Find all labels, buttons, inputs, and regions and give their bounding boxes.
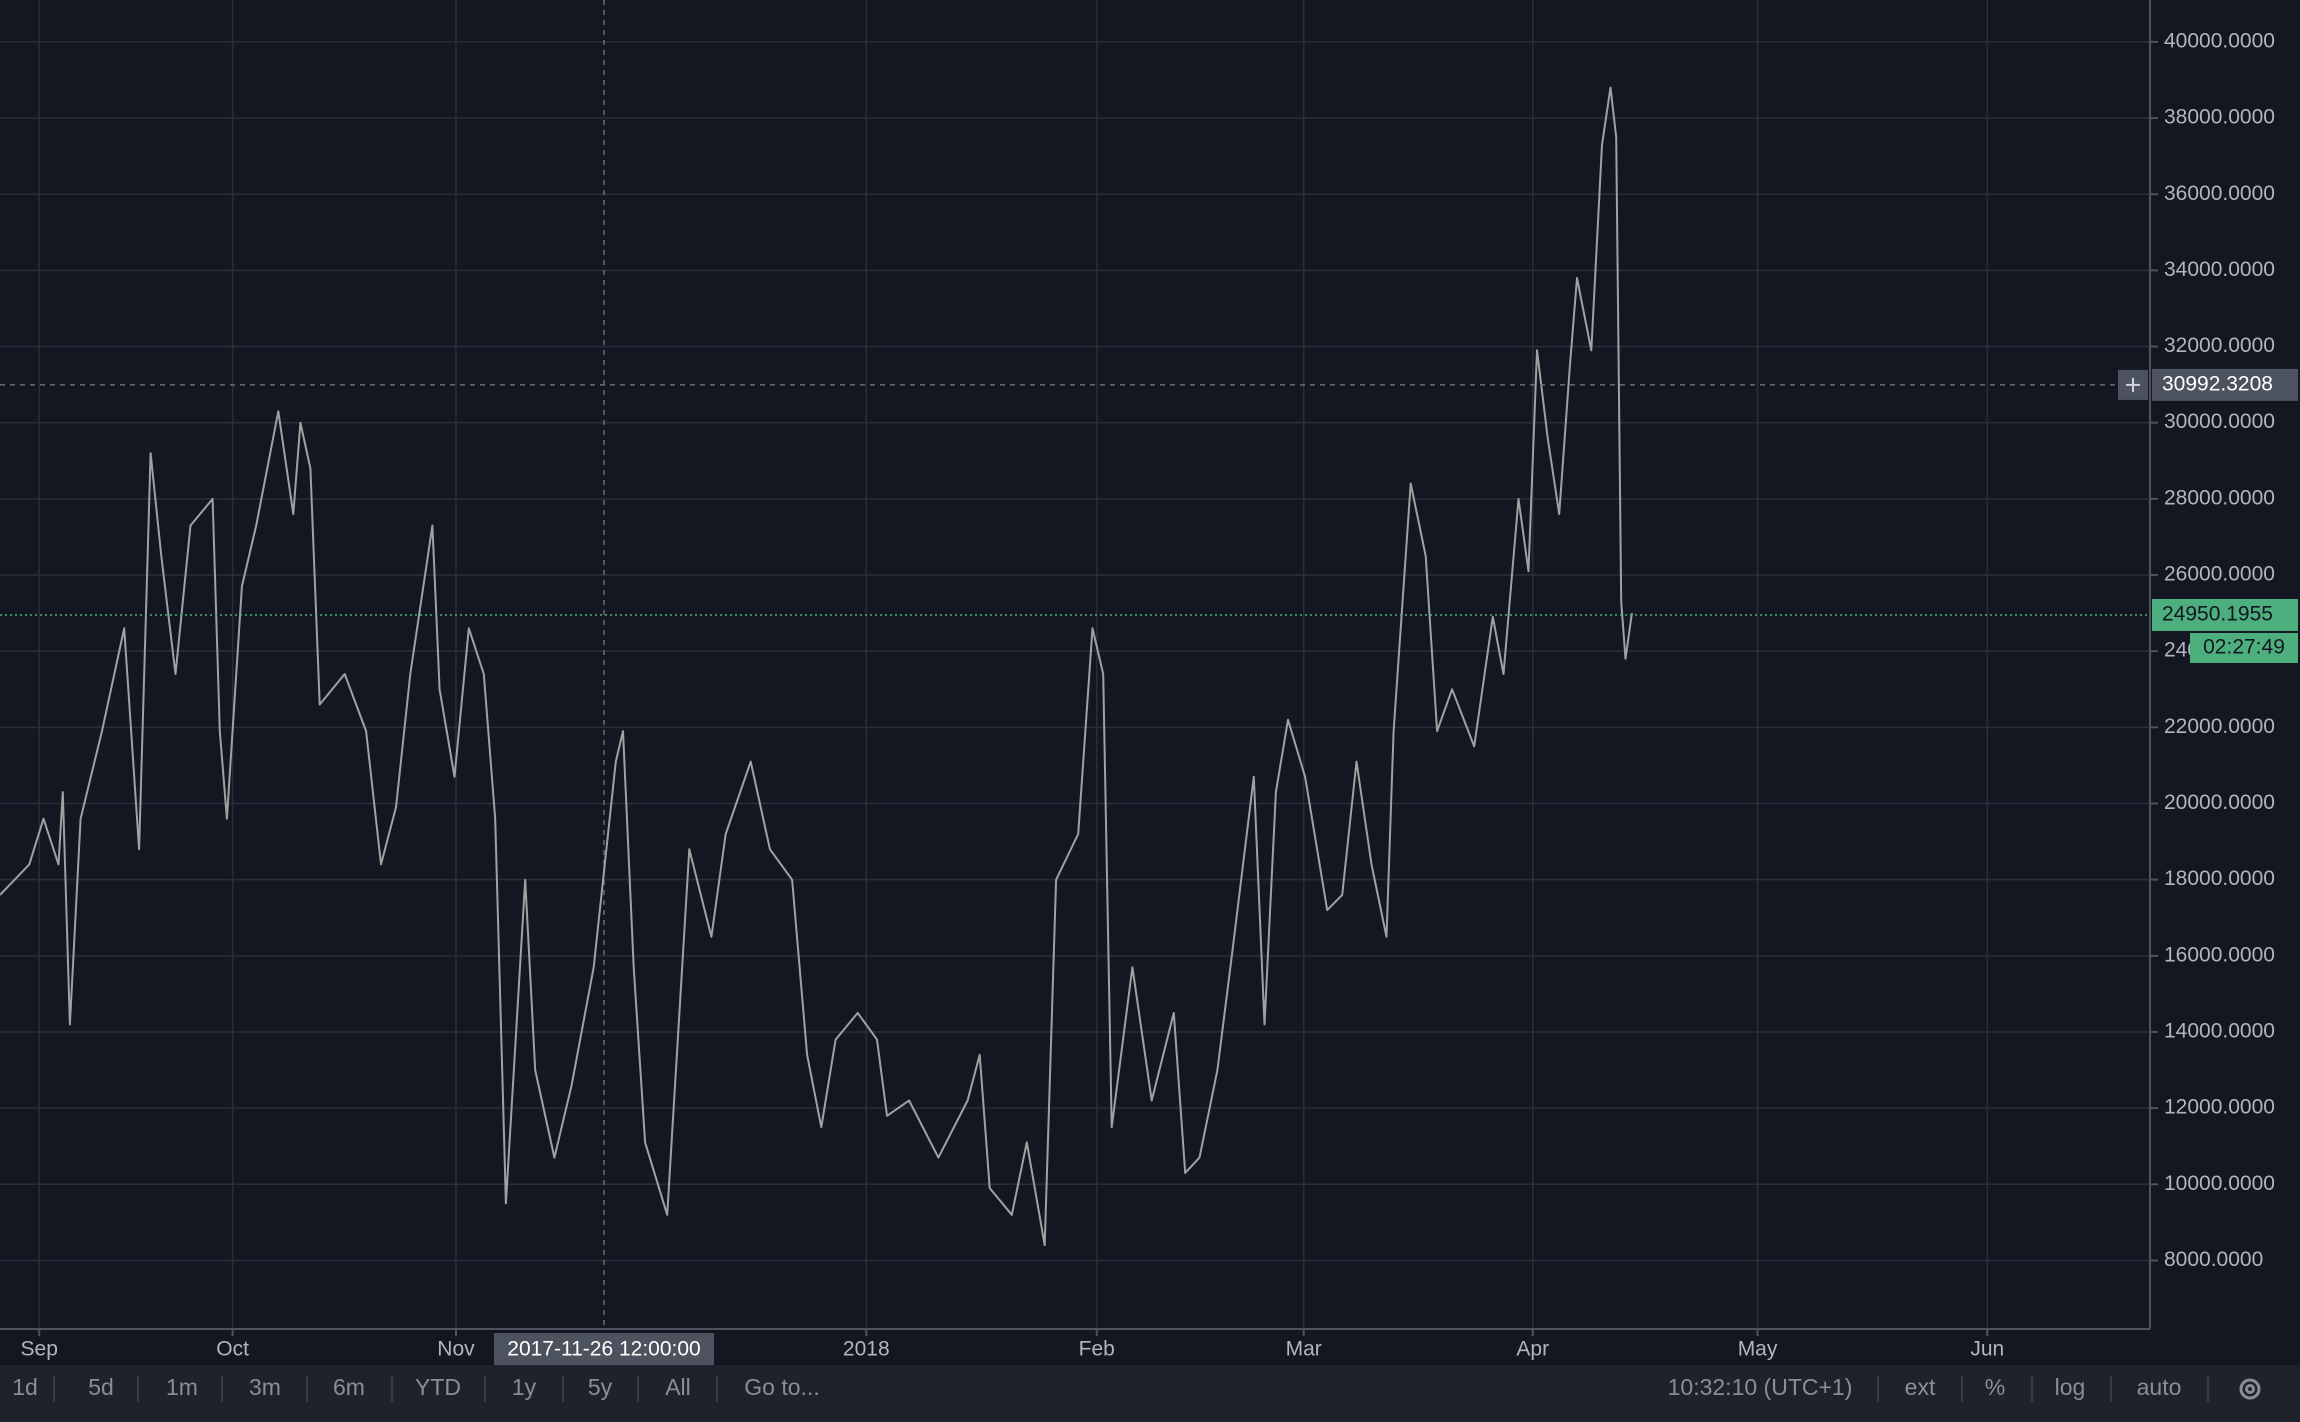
x-tick-label: Sep (21, 1338, 58, 1361)
clock[interactable]: 10:32:10 (UTC+1) (1668, 1374, 1853, 1400)
range-button[interactable]: 6m (333, 1374, 365, 1400)
y-tick-label: 20000.0000 (2164, 791, 2275, 814)
range-button[interactable]: YTD (415, 1374, 461, 1400)
y-tick-label: 22000.0000 (2164, 715, 2275, 738)
gear-icon[interactable] (2239, 1378, 2261, 1400)
range-button[interactable]: 5d (88, 1374, 114, 1400)
range-button[interactable]: 5y (588, 1374, 613, 1400)
y-tick-label: 10000.0000 (2164, 1172, 2275, 1195)
goto-button[interactable]: Go to... (744, 1374, 819, 1400)
last-price-label: 24950.1955 (2162, 603, 2273, 626)
x-tick-label: Jun (1970, 1338, 2004, 1361)
range-button[interactable]: All (665, 1374, 691, 1400)
y-tick-label: 28000.0000 (2164, 486, 2275, 509)
option-button[interactable]: auto (2137, 1374, 2182, 1400)
countdown-label: 02:27:49 (2203, 636, 2285, 659)
x-tick-label: Apr (1516, 1338, 1549, 1361)
gear-ring[interactable] (2239, 1378, 2261, 1400)
last-price-box (2152, 598, 2298, 631)
y-tick-label: 38000.0000 (2164, 106, 2275, 129)
y-tick-label: 8000.0000 (2164, 1248, 2263, 1271)
y-tick-label: 12000.0000 (2164, 1096, 2275, 1119)
option-button[interactable]: ext (1905, 1374, 1936, 1400)
option-button[interactable]: % (1985, 1374, 2005, 1400)
y-tick-label: 14000.0000 (2164, 1020, 2275, 1043)
option-button[interactable]: log (2055, 1374, 2086, 1400)
crosshair-price-label: 30992.3208 (2162, 372, 2273, 395)
crosshair-date: 2017-11-26 12:00:00 (507, 1338, 700, 1361)
x-tick-label: Mar (1286, 1338, 1322, 1361)
x-tick-label: Oct (216, 1338, 249, 1361)
y-tick-label: 26000.0000 (2164, 563, 2275, 586)
y-tick-label: 16000.0000 (2164, 943, 2275, 966)
price-line (0, 86, 1633, 1247)
y-tick-label: 40000.0000 (2164, 29, 2275, 52)
countdown-box (2190, 632, 2298, 663)
crosshair-date-box (494, 1333, 714, 1365)
gear-hub[interactable] (2245, 1384, 2255, 1394)
y-tick-label: 36000.0000 (2164, 182, 2275, 205)
toolbar-bg (0, 1365, 2300, 1422)
y-tick-label: 30000.0000 (2164, 410, 2275, 433)
range-button[interactable]: 1d (12, 1374, 38, 1400)
y-tick-label: 32000.0000 (2164, 334, 2275, 357)
y-tick-label: 18000.0000 (2164, 867, 2275, 890)
x-tick-label: 2018 (843, 1338, 890, 1361)
crosshair-price-box (2152, 368, 2298, 401)
x-tick-label: Feb (1079, 1338, 1115, 1361)
y-tick-label: 34000.0000 (2164, 258, 2275, 281)
range-button[interactable]: 3m (249, 1374, 281, 1400)
x-tick-label: May (1738, 1338, 1778, 1361)
x-tick-label: Nov (437, 1338, 475, 1361)
range-button[interactable]: 1y (512, 1374, 537, 1400)
range-button[interactable]: 1m (166, 1374, 198, 1400)
